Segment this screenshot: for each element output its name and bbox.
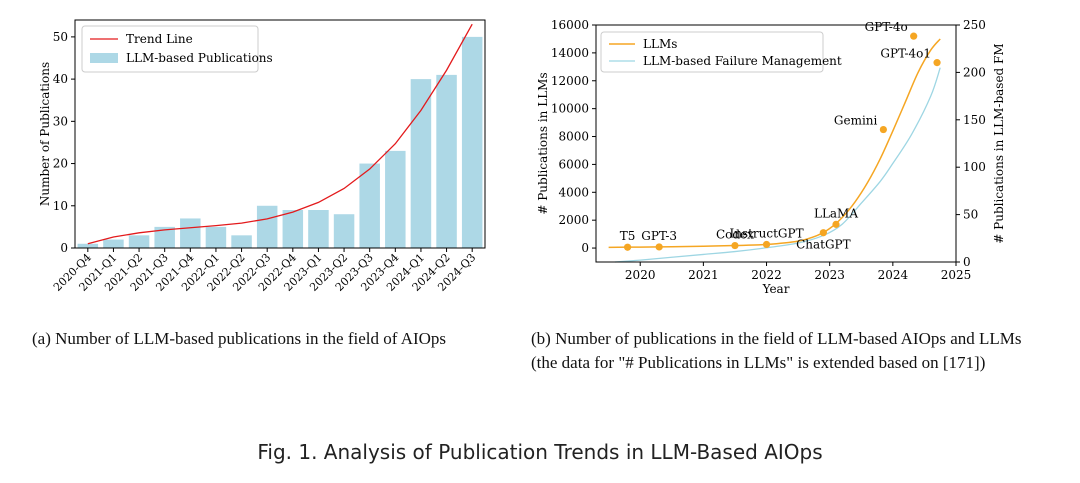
y-tick-label: 20 <box>53 157 68 171</box>
x-tick-label: 2025 <box>941 268 972 282</box>
x-tick-label: 2024 <box>878 268 909 282</box>
milestone-marker <box>655 243 663 251</box>
milestone-label: GPT-4o <box>865 20 908 34</box>
milestone-marker <box>819 229 827 237</box>
bar <box>103 239 124 248</box>
milestone-label: InstructGPT <box>729 226 803 240</box>
y2-tick-label: 150 <box>963 113 986 127</box>
y-tick-label: 14000 <box>551 46 589 60</box>
milestone-marker <box>910 32 918 40</box>
x-tick-label: 2022 <box>751 268 782 282</box>
y-tick-label: 12000 <box>551 74 589 88</box>
y-axis-label: # Publications in LLMs <box>536 72 550 214</box>
y2-tick-label: 100 <box>963 160 986 174</box>
bar <box>308 210 329 248</box>
bar <box>128 235 150 248</box>
milestone-marker <box>933 59 941 67</box>
trend-line <box>87 23 473 245</box>
x-axis-label: Year <box>762 282 790 296</box>
legend-label-llms: LLMs <box>643 37 677 51</box>
x-tick-label: 2021 <box>688 268 719 282</box>
legend-label-bars: LLM-based Publications <box>126 51 273 65</box>
y-tick-label: 50 <box>53 30 68 44</box>
figure-canvas: 010203040502020-Q42021-Q12021-Q22021-Q32… <box>38 18 1006 296</box>
y2-tick-label: 200 <box>963 65 986 79</box>
y-tick-label: 40 <box>53 72 68 86</box>
plot-frame <box>595 24 957 263</box>
legend-label-trend: Trend Line <box>126 32 193 46</box>
x-tick-label: 2020 <box>625 268 656 282</box>
plot-frame <box>74 19 486 249</box>
bar <box>77 243 99 248</box>
milestone-label: LLaMA <box>814 206 858 220</box>
y2-tick-label: 0 <box>963 255 971 269</box>
bar <box>461 36 483 249</box>
milestone-marker <box>623 243 632 251</box>
y-tick-label: 30 <box>53 114 68 128</box>
y2-tick-label: 50 <box>963 208 978 222</box>
bar <box>256 205 278 248</box>
caption-b: (b) Number of publications in the field … <box>531 329 1022 372</box>
y-tick-label: 6000 <box>558 157 589 171</box>
y-tick-label: 4000 <box>558 185 589 199</box>
y-tick-label: 0 <box>60 241 68 255</box>
milestone-label: T5 <box>620 229 636 243</box>
legend-label-fm: LLM-based Failure Management <box>643 54 842 68</box>
y-axis-label: Number of Publications <box>38 62 52 206</box>
milestone-label: Gemini <box>834 114 878 128</box>
y-tick-label: 16000 <box>551 18 589 32</box>
bar <box>231 235 252 248</box>
milestone-marker <box>731 241 739 250</box>
bar <box>282 210 304 248</box>
chart-a: 010203040502020-Q42021-Q12021-Q22021-Q32… <box>38 19 486 294</box>
y-tick-label: 8000 <box>558 130 589 144</box>
x-tick-label: 2023 <box>814 268 845 282</box>
figure-caption: Fig. 1. Analysis of Publication Trends i… <box>257 440 823 464</box>
milestone-marker <box>879 125 887 134</box>
bar <box>154 226 175 248</box>
y-tick-label: 2000 <box>558 213 589 227</box>
legend-swatch-bars <box>90 53 118 63</box>
milestone-label: GPT-4o1 <box>880 47 931 61</box>
y-tick-label: 10000 <box>551 102 589 116</box>
bar <box>205 226 227 248</box>
milestone-marker <box>762 240 771 249</box>
y2-axis-label: # Publications in LLM-based FM <box>992 43 1006 243</box>
bar <box>385 150 406 248</box>
caption-a: (a) Number of LLM-based publications in … <box>32 329 447 348</box>
bar <box>359 163 380 248</box>
milestone-label: Codex <box>716 228 754 242</box>
milestone-label: ChatGPT <box>796 238 851 252</box>
milestone-label: GPT-3 <box>641 229 677 243</box>
bar <box>180 218 201 248</box>
bar <box>436 74 457 248</box>
bar <box>333 214 355 248</box>
y2-tick-label: 250 <box>963 18 986 32</box>
y-tick-label: 10 <box>53 199 68 213</box>
bar <box>410 79 432 248</box>
legend-box <box>81 25 259 73</box>
milestone-marker <box>832 220 840 228</box>
y-tick-label: 0 <box>581 241 589 255</box>
legend-box <box>600 31 824 73</box>
